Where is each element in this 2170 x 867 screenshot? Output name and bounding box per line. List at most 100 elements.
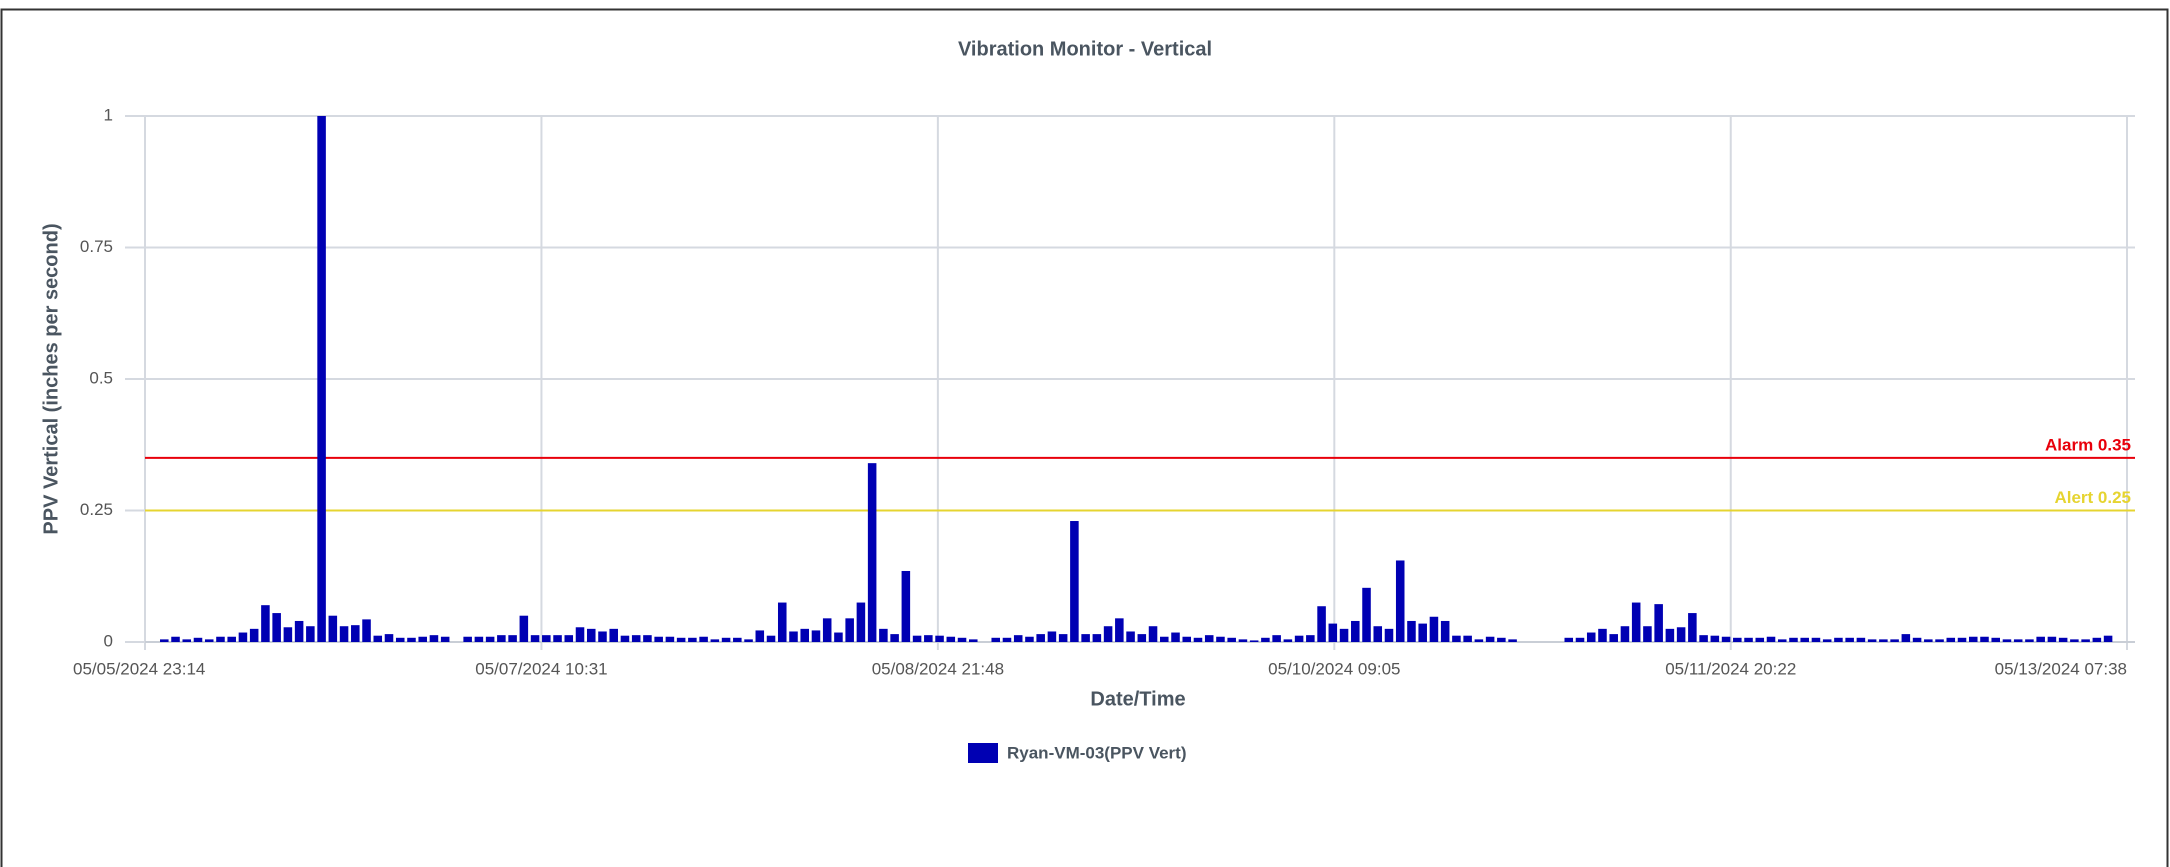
bar — [1249, 640, 1259, 642]
y-tick-label: 0 — [104, 631, 113, 650]
bar — [1193, 637, 1203, 642]
bar — [1991, 637, 2000, 642]
bar — [1946, 637, 1956, 642]
bar — [2103, 635, 2113, 642]
bar — [631, 635, 641, 642]
bar — [1631, 602, 1641, 642]
bar — [474, 636, 484, 642]
bar — [710, 639, 720, 642]
bar — [362, 619, 371, 642]
bar — [317, 116, 326, 642]
bar — [1564, 637, 1574, 642]
bar — [1598, 628, 1607, 642]
bar — [924, 635, 933, 642]
bar — [1204, 635, 1214, 642]
bar — [688, 637, 697, 642]
y-tick-label: 0.75 — [80, 237, 113, 256]
bar — [1879, 639, 1888, 642]
bar — [721, 637, 731, 642]
bar — [440, 636, 450, 642]
bar — [351, 625, 360, 642]
bar — [216, 636, 225, 642]
bar — [811, 630, 821, 642]
bar — [1800, 637, 1809, 642]
bar — [204, 639, 214, 642]
bar — [1148, 626, 1158, 642]
bar — [1317, 606, 1326, 642]
bar — [2013, 639, 2023, 642]
bar — [1643, 626, 1652, 642]
bar — [1025, 636, 1034, 642]
bar — [283, 627, 293, 642]
bar — [1733, 637, 1742, 642]
x-axis-label: Date/Time — [1090, 688, 1185, 710]
bar — [238, 632, 248, 642]
bar — [171, 636, 180, 642]
bar — [834, 632, 843, 642]
bar — [1272, 635, 1281, 642]
bar — [1710, 635, 1720, 642]
bar — [1171, 632, 1180, 642]
y-axis-label: PPV Vertical (inches per second) — [40, 223, 62, 534]
bar — [1002, 637, 1012, 642]
bar — [1811, 637, 1821, 642]
bar — [766, 635, 776, 642]
bar — [1013, 635, 1023, 642]
x-tick-label: 05/11/2024 20:22 — [1665, 659, 1796, 678]
bar — [2070, 639, 2079, 642]
bar — [1609, 634, 1618, 642]
bar — [1777, 639, 1787, 642]
bar — [1688, 613, 1697, 642]
bar — [1822, 639, 1832, 642]
bar — [609, 628, 618, 642]
bar — [845, 618, 854, 642]
bar — [395, 637, 405, 642]
bar — [2058, 637, 2068, 642]
bar — [1508, 639, 1517, 642]
bar — [1160, 636, 1169, 642]
y-tick-label: 0.5 — [89, 368, 113, 387]
bar — [935, 635, 944, 642]
bar — [1047, 631, 1057, 642]
bar — [968, 639, 978, 642]
bar — [1968, 636, 1978, 642]
bar — [1665, 628, 1675, 642]
bar — [1755, 637, 1765, 642]
bar — [1058, 634, 1068, 642]
y-tick-label: 0.25 — [80, 500, 113, 519]
bar — [227, 636, 236, 642]
bar — [1418, 623, 1427, 642]
bar — [957, 637, 967, 642]
bar — [1339, 628, 1349, 642]
bar — [1834, 637, 1843, 642]
bar — [586, 628, 596, 642]
bar — [777, 602, 787, 642]
bar — [665, 636, 675, 642]
bar — [991, 637, 1001, 642]
bar — [1429, 616, 1439, 642]
bar — [1115, 618, 1124, 642]
bar — [249, 628, 259, 642]
bar — [530, 635, 540, 642]
bar — [946, 636, 956, 642]
bar — [160, 639, 169, 642]
bar — [1867, 639, 1877, 642]
bar — [2036, 636, 2045, 642]
bar — [1440, 620, 1450, 642]
bar — [463, 636, 472, 642]
bar — [294, 620, 304, 642]
threshold-label: Alarm 0.35 — [2045, 435, 2131, 454]
bar — [1452, 635, 1461, 642]
bar — [1294, 635, 1304, 642]
bar — [1924, 639, 1933, 642]
bar — [1283, 639, 1293, 642]
bar — [1485, 636, 1495, 642]
bar — [822, 618, 832, 642]
bar — [418, 636, 427, 642]
bar — [890, 634, 899, 642]
bar — [339, 626, 349, 642]
bar — [564, 635, 574, 642]
bar — [1126, 631, 1135, 642]
chart-title: Vibration Monitor - Vertical — [958, 38, 1212, 60]
